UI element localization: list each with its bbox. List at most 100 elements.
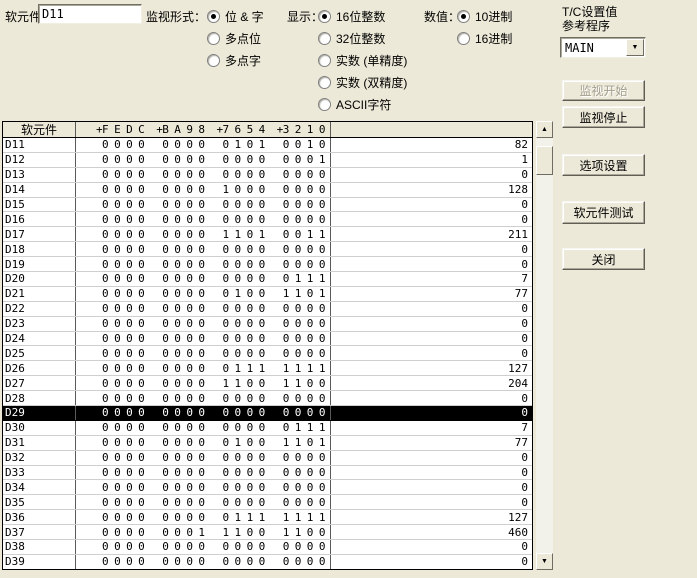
table-row[interactable]: D14 0 0 0 0 0 0 0 0 1 0 0 0 0 0 0 0 128 — [3, 182, 532, 198]
table-row[interactable]: D31 0 0 0 0 0 0 0 0 0 1 0 0 1 1 0 1 77 — [3, 435, 532, 451]
radio-option[interactable]: 16位整数 — [318, 5, 407, 27]
radio-label: 32位整数 — [336, 31, 386, 46]
value-cell: 204 — [508, 376, 528, 390]
table-row[interactable]: D21 0 0 0 0 0 0 0 0 0 1 0 0 1 1 0 1 77 — [3, 286, 532, 302]
display-radio-group: 16位整数 32位整数实数 (单精度) 实数 (双精度) ASCII字符 — [318, 5, 407, 115]
radio-option[interactable]: 10进制 — [457, 5, 512, 27]
bits-cell: 0 0 0 0 0 0 0 0 0 1 0 0 1 1 0 1 — [76, 435, 331, 450]
radio-unselected-icon[interactable] — [318, 75, 331, 89]
down-arrow-icon: ▼ — [541, 558, 548, 565]
close-button[interactable]: 关闭 — [562, 248, 645, 270]
table-row[interactable]: D33 0 0 0 0 0 0 0 0 0 0 0 0 0 0 0 0 0 — [3, 465, 532, 481]
radio-option[interactable]: 位 & 字 — [207, 5, 264, 27]
table-scrollbar[interactable]: ▲ ▼ — [536, 121, 553, 570]
bits-cell: 0 0 0 0 0 0 0 0 0 1 0 1 0 0 1 0 — [76, 138, 331, 152]
radio-unselected-icon[interactable] — [207, 53, 220, 67]
table-body: D11 0 0 0 0 0 0 0 0 0 1 0 1 0 0 1 0 82 D12… — [3, 138, 532, 569]
value-cell: 0 — [521, 242, 528, 256]
radio-unselected-icon[interactable] — [318, 97, 331, 111]
radio-option[interactable]: 实数 (单精度) — [318, 49, 407, 71]
radio-selected-icon[interactable] — [318, 9, 331, 23]
monitor-format-label: 监视形式： — [146, 10, 207, 24]
radio-option[interactable]: 多点字 — [207, 49, 264, 71]
table-row[interactable]: D39 0 0 0 0 0 0 0 0 0 0 0 0 0 0 0 0 0 — [3, 554, 532, 569]
table-row[interactable]: D30 0 0 0 0 0 0 0 0 0 0 0 0 0 1 1 1 7 — [3, 420, 532, 436]
radio-option[interactable]: ASCII字符 — [318, 93, 407, 115]
radio-option[interactable]: 16进制 — [457, 27, 512, 49]
scrollbar-down-button[interactable]: ▼ — [536, 553, 553, 570]
table-row[interactable]: D37 0 0 0 0 0 0 0 1 1 1 0 0 1 1 0 0 460 — [3, 525, 532, 541]
device-cell: D36 — [3, 510, 76, 525]
radio-selected-icon[interactable] — [457, 9, 470, 23]
radio-label: 位 & 字 — [225, 9, 264, 24]
bits-cell: 0 0 0 0 0 0 0 0 0 0 0 0 0 0 0 0 — [76, 540, 331, 554]
table-header-row: 软元件 +F E D C +B A 9 8 +7 6 5 4 +3 2 1 0 — [3, 122, 532, 138]
table-row[interactable]: D38 0 0 0 0 0 0 0 0 0 0 0 0 0 0 0 0 0 — [3, 540, 532, 555]
table-row[interactable]: D34 0 0 0 0 0 0 0 0 0 0 0 0 0 0 0 0 0 — [3, 480, 532, 496]
table-row[interactable]: D22 0 0 0 0 0 0 0 0 0 0 0 0 0 0 0 0 0 — [3, 301, 532, 317]
radio-option[interactable]: 多点位 — [207, 27, 264, 49]
device-cell: D30 — [3, 420, 76, 435]
bits-cell: 0 0 0 0 0 0 0 0 0 0 0 0 0 0 0 0 — [76, 257, 331, 272]
device-cell: D18 — [3, 242, 76, 257]
bits-cell: 0 0 0 0 0 0 0 0 0 0 0 0 0 0 0 0 — [76, 331, 331, 346]
table-row[interactable]: D12 0 0 0 0 0 0 0 0 0 0 0 0 0 0 0 1 1 — [3, 152, 532, 168]
value-cell: 0 — [521, 198, 528, 211]
device-cell: D29 — [3, 406, 76, 420]
radio-label: 实数 (单精度) — [336, 53, 408, 68]
device-input[interactable] — [38, 4, 142, 24]
value-cell: 0 — [521, 212, 528, 226]
table-row[interactable]: D25 0 0 0 0 0 0 0 0 0 0 0 0 0 0 0 0 0 — [3, 346, 532, 362]
bits-cell: 0 0 0 0 0 0 0 0 0 0 0 0 0 0 0 0 — [76, 316, 331, 331]
scrollbar-thumb[interactable] — [536, 146, 553, 175]
table-row[interactable]: D17 0 0 0 0 0 0 0 0 1 1 0 1 0 0 1 1 211 — [3, 227, 532, 243]
value-cell: 128 — [508, 183, 528, 197]
table-row[interactable]: D28 0 0 0 0 0 0 0 0 0 0 0 0 0 0 0 0 0 — [3, 391, 532, 407]
up-arrow-icon: ▲ — [541, 126, 548, 133]
radio-option[interactable]: 32位整数 — [318, 27, 407, 49]
device-test-button[interactable]: 软元件测试 — [562, 201, 645, 224]
scrollbar-up-button[interactable]: ▲ — [536, 121, 553, 138]
value-cell: 0 — [521, 495, 528, 509]
value-cell: 82 — [514, 138, 528, 152]
table-row[interactable]: D19 0 0 0 0 0 0 0 0 0 0 0 0 0 0 0 0 0 — [3, 257, 532, 273]
value-cell: 0 — [521, 540, 528, 554]
radio-unselected-icon[interactable] — [207, 31, 220, 45]
table-row[interactable]: D35 0 0 0 0 0 0 0 0 0 0 0 0 0 0 0 0 0 — [3, 495, 532, 511]
tc-program-select[interactable]: MAIN ▼ — [560, 37, 646, 58]
monitor-stop-button[interactable]: 监视停止 — [562, 106, 645, 128]
table-row[interactable]: D20 0 0 0 0 0 0 0 0 0 0 0 0 0 1 1 1 7 — [3, 272, 532, 287]
table-row[interactable]: D36 0 0 0 0 0 0 0 0 0 1 1 1 1 1 1 1 127 — [3, 510, 532, 526]
table-row[interactable]: D26 0 0 0 0 0 0 0 0 0 1 1 1 1 1 1 1 127 — [3, 361, 532, 377]
table-row[interactable]: D32 0 0 0 0 0 0 0 0 0 0 0 0 0 0 0 0 0 — [3, 450, 532, 466]
value-cell: 0 — [521, 406, 528, 420]
radio-unselected-icon[interactable] — [457, 31, 470, 45]
table-row[interactable]: D18 0 0 0 0 0 0 0 0 0 0 0 0 0 0 0 0 0 — [3, 242, 532, 258]
radio-unselected-icon[interactable] — [318, 31, 331, 45]
table-row-selected[interactable]: D29 0 0 0 0 0 0 0 0 0 0 0 0 0 0 0 0 0 — [3, 406, 532, 421]
combo-dropdown-button[interactable]: ▼ — [626, 39, 644, 56]
table-row[interactable]: D15 0 0 0 0 0 0 0 0 0 0 0 0 0 0 0 0 0 — [3, 197, 532, 213]
device-cell: D28 — [3, 391, 76, 406]
table-row[interactable]: D27 0 0 0 0 0 0 0 0 1 1 0 0 1 1 0 0 204 — [3, 376, 532, 392]
table-row[interactable]: D11 0 0 0 0 0 0 0 0 0 1 0 1 0 0 1 0 82 — [3, 138, 532, 153]
value-cell: 0 — [521, 302, 528, 316]
device-cell: D12 — [3, 152, 76, 167]
radio-selected-icon[interactable] — [207, 9, 220, 23]
bits-cell: 0 0 0 0 0 0 0 0 0 0 0 0 0 0 0 0 — [76, 242, 331, 257]
radio-dot — [322, 13, 327, 19]
device-cell: D27 — [3, 376, 76, 391]
radio-unselected-icon[interactable] — [318, 53, 331, 67]
tc-reference-label-line1: T/C设置值 — [562, 5, 618, 19]
table-row[interactable]: D13 0 0 0 0 0 0 0 0 0 0 0 0 0 0 0 0 0 — [3, 167, 532, 183]
option-settings-button[interactable]: 选项设置 — [562, 154, 645, 176]
bits-cell: 0 0 0 0 0 0 0 0 0 0 0 0 0 0 0 0 — [76, 450, 331, 465]
table-row[interactable]: D23 0 0 0 0 0 0 0 0 0 0 0 0 0 0 0 0 0 — [3, 316, 532, 332]
value-cell: 0 — [521, 317, 528, 331]
table-row[interactable]: D16 0 0 0 0 0 0 0 0 0 0 0 0 0 0 0 0 0 — [3, 212, 532, 228]
table-row[interactable]: D24 0 0 0 0 0 0 0 0 0 0 0 0 0 0 0 0 0 — [3, 331, 532, 347]
monitor-start-button[interactable]: 监视开始 — [562, 80, 645, 101]
radio-option[interactable]: 实数 (双精度) — [318, 71, 407, 93]
bits-cell: 0 0 0 0 0 0 0 0 0 0 0 0 0 0 0 1 — [76, 152, 331, 167]
value-format-radio-group: 10进制 16进制 — [457, 5, 512, 49]
